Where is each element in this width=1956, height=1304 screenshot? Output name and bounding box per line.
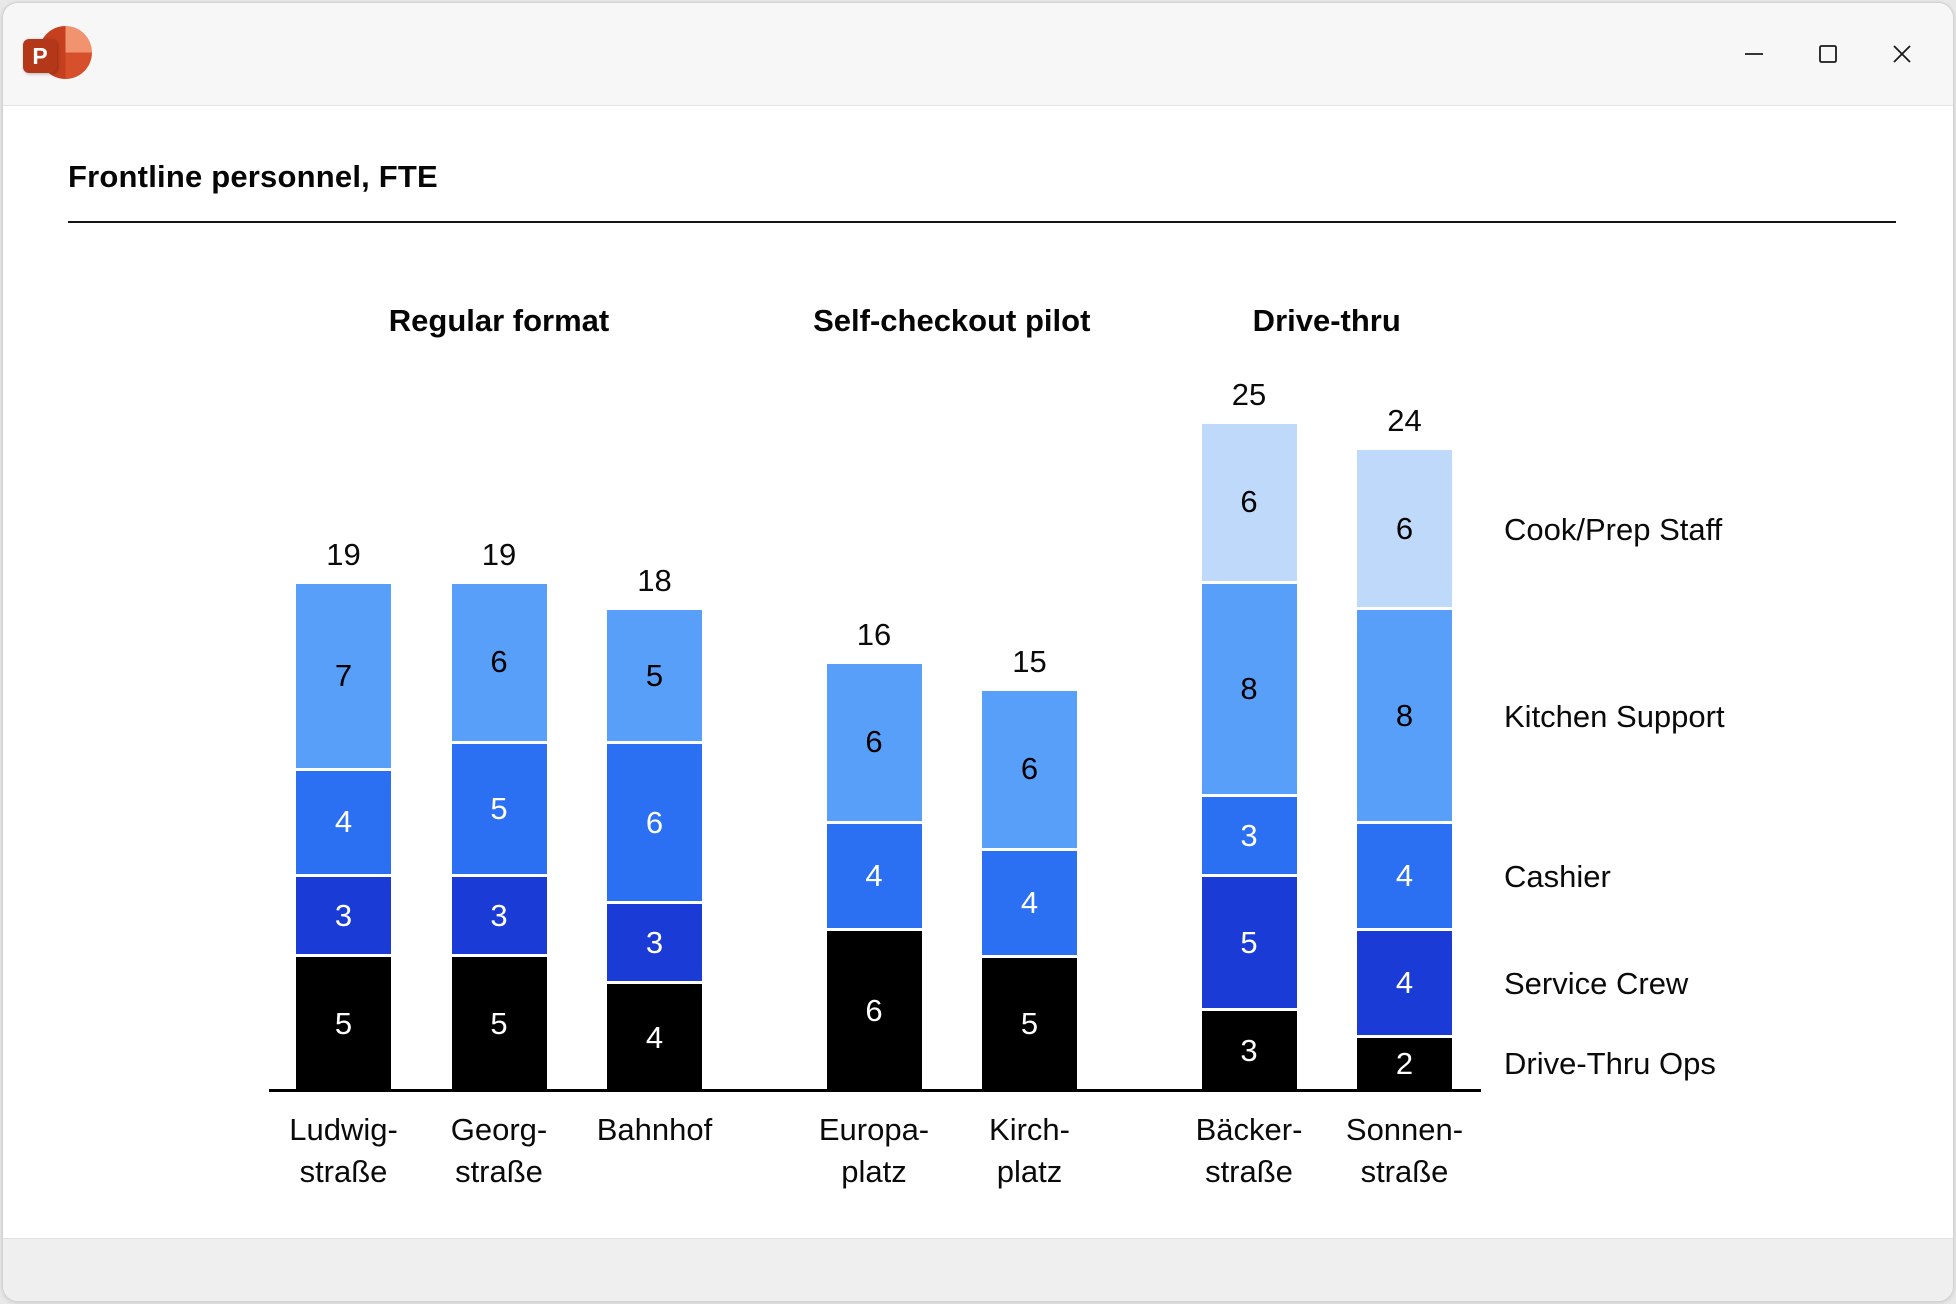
segment-kitchen[interactable]: 5 [607, 610, 702, 744]
segment-kitchen[interactable]: 8 [1201, 583, 1297, 798]
bar-label: Bäcker- straße [1195, 1112, 1303, 1189]
bar-total: 16 [856, 616, 892, 652]
segment-cashier[interactable]: 4 [296, 770, 391, 878]
segment-service[interactable]: 3 [451, 877, 547, 958]
bar-total: 24 [1387, 403, 1422, 439]
slide-title: Frontline personnel, FTE [68, 159, 438, 194]
segment-service[interactable]: 4 [1357, 930, 1452, 1038]
bar-label: Sonnen- straße [1345, 1112, 1464, 1189]
close-button[interactable] [1887, 39, 1917, 69]
segment-cook[interactable]: 6 [1357, 450, 1452, 611]
legend-label-service: Service Crew [1504, 966, 1689, 1002]
window-controls [1739, 3, 1953, 105]
maximize-icon [1819, 45, 1837, 63]
group-header: Drive-thru [1252, 303, 1401, 338]
segment-ops[interactable]: 5 [982, 957, 1077, 1091]
minimize-button[interactable] [1739, 39, 1769, 69]
close-icon [1893, 45, 1911, 63]
minimize-icon [1745, 53, 1763, 55]
segment-ops[interactable]: 5 [296, 957, 391, 1091]
stacked-bar-chart: 5 3 4 7 19 Ludwig- straße 5 3 5 6 19 Georg- straße 4… [3, 3, 1953, 1301]
segment-ops[interactable]: 3 [1201, 1010, 1297, 1091]
bar-total: 19 [326, 536, 361, 572]
segment-ops[interactable]: 2 [1357, 1037, 1452, 1091]
bar-total: 18 [637, 563, 672, 599]
segment-ops[interactable]: 4 [607, 984, 702, 1091]
legend-label-kitchen: Kitchen Support [1504, 699, 1725, 735]
segment-kitchen[interactable]: 8 [1357, 610, 1452, 824]
segment-kitchen[interactable]: 7 [296, 583, 391, 771]
powerpoint-icon-badge: P [23, 39, 57, 73]
legend-label-cook: Cook/Prep Staff [1504, 512, 1723, 548]
segment-cook[interactable]: 6 [1201, 423, 1297, 584]
maximize-button[interactable] [1813, 39, 1843, 69]
segment-cashier[interactable]: 4 [826, 824, 922, 931]
segment-service[interactable]: 3 [607, 904, 702, 985]
bar-label: Bahnhof [596, 1112, 713, 1147]
segment-cashier[interactable]: 6 [607, 743, 702, 905]
powerpoint-icon: P [23, 25, 92, 85]
segment-kitchen[interactable]: 6 [451, 583, 547, 744]
segment-service[interactable]: 5 [1201, 877, 1297, 1011]
bar-total: 19 [481, 536, 517, 572]
group-header: Regular format [388, 303, 610, 338]
bar-label: Ludwig- straße [289, 1112, 398, 1189]
segment-cashier[interactable]: 5 [451, 743, 547, 878]
segment-kitchen[interactable]: 6 [826, 663, 922, 824]
segment-kitchen[interactable]: 6 [982, 690, 1077, 851]
bar-label: Georg- straße [450, 1112, 548, 1189]
segment-cashier[interactable]: 3 [1201, 797, 1297, 878]
x-axis-line [269, 1089, 1481, 1092]
group-header: Self-checkout pilot [813, 303, 1091, 338]
title-underline [68, 221, 1896, 223]
legend-label-ops: Drive-Thru Ops [1504, 1046, 1716, 1082]
segment-service[interactable]: 3 [296, 877, 391, 958]
segment-cashier[interactable]: 4 [1357, 824, 1452, 931]
bar-total: 15 [1012, 643, 1047, 679]
bar-label: Kirch- platz [989, 1112, 1070, 1189]
segment-ops[interactable]: 6 [826, 930, 922, 1091]
legend-label-cashier: Cashier [1504, 859, 1611, 895]
title-bar: P [3, 3, 1953, 106]
status-bar [3, 1238, 1953, 1301]
segment-ops[interactable]: 5 [451, 957, 547, 1091]
bar-label: Europa- platz [818, 1112, 930, 1189]
segment-cashier[interactable]: 4 [982, 850, 1077, 958]
bar-total: 25 [1231, 376, 1267, 412]
